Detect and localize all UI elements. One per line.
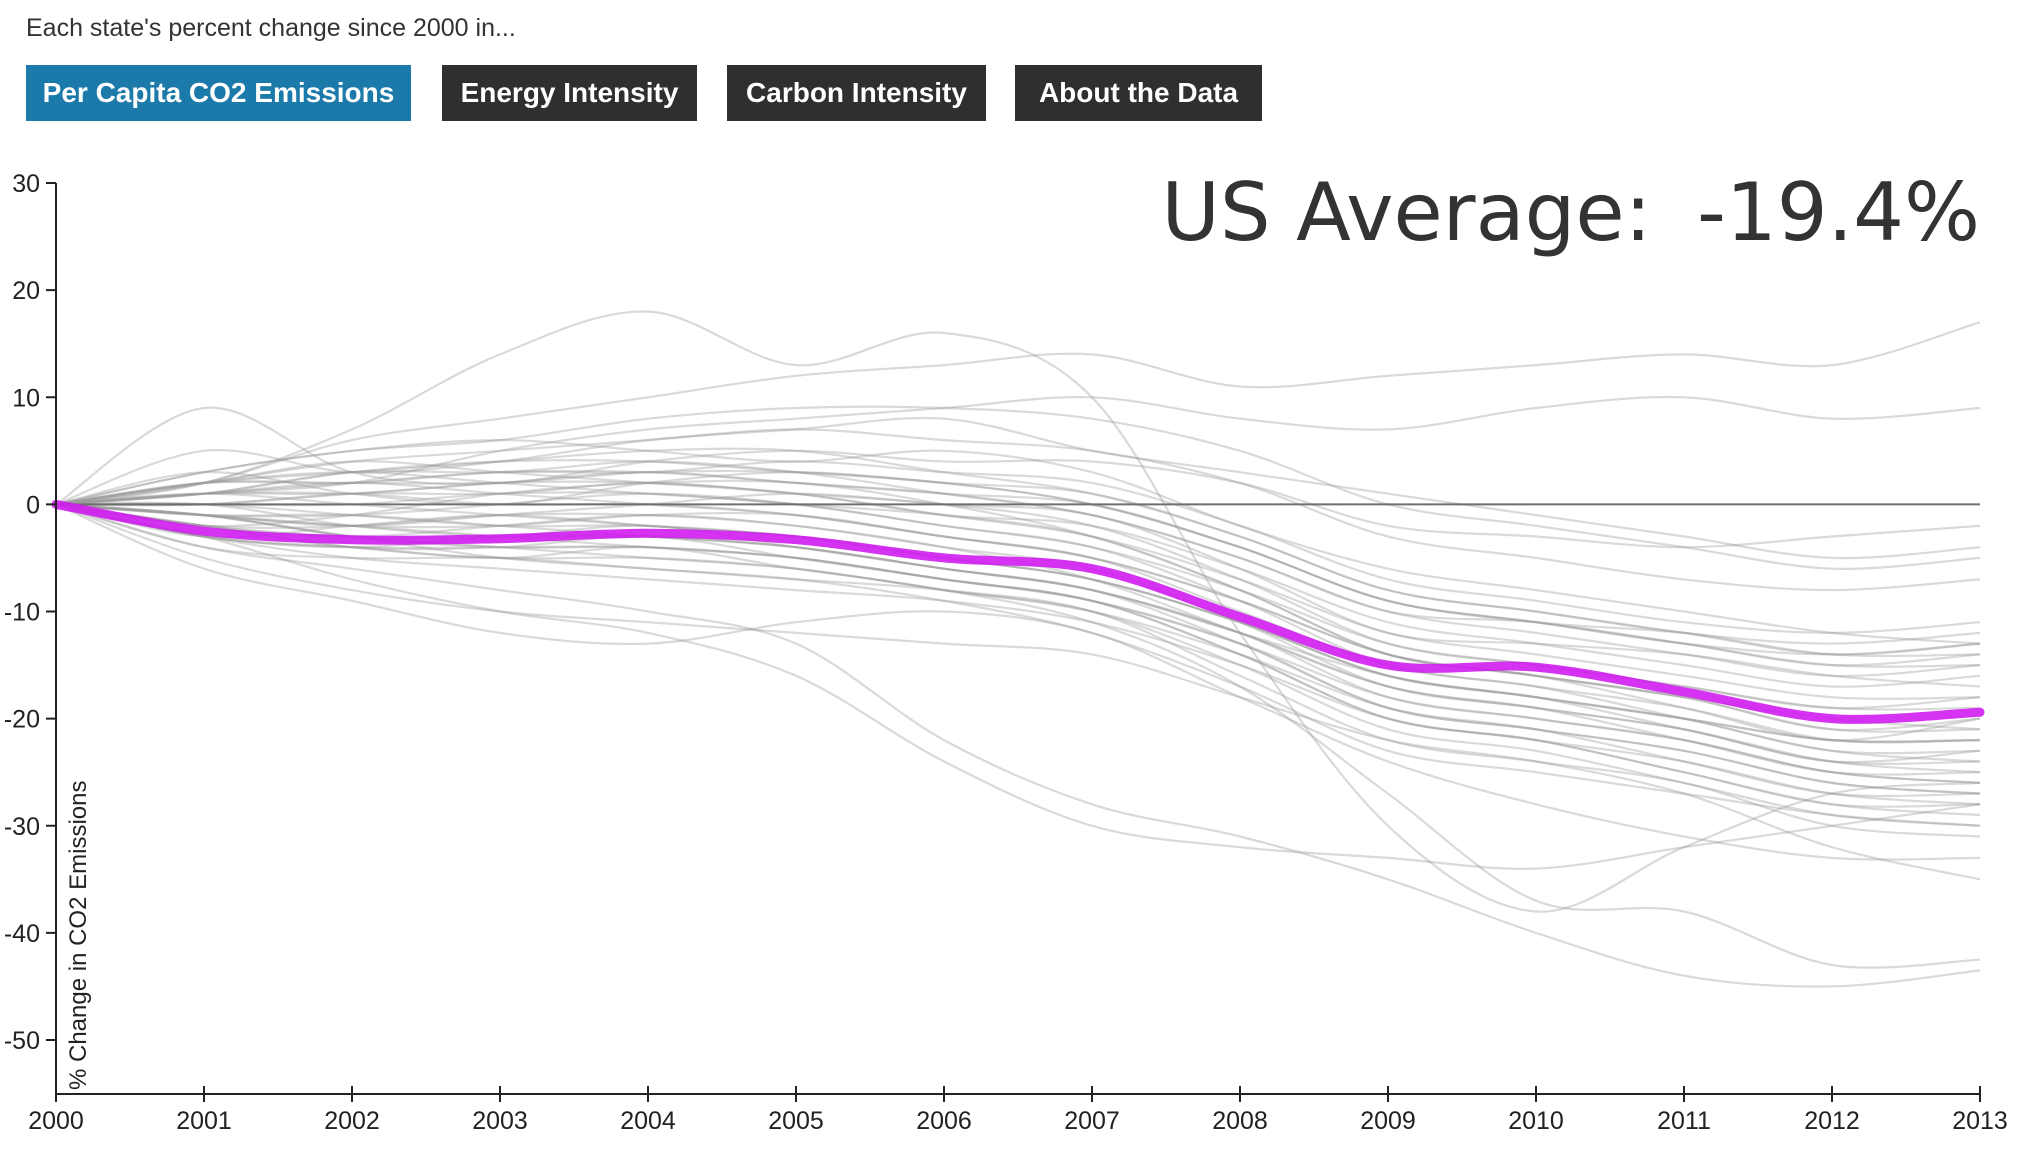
state-line[interactable] [55,503,1981,969]
state-line[interactable] [55,471,1981,710]
y-tick-label: -10 [4,599,40,627]
state-line[interactable] [55,503,1981,827]
state-line[interactable] [55,428,1981,592]
us-average-label: US Average: [1161,166,1651,259]
x-tick-label: 2010 [1508,1107,1564,1135]
state-line[interactable] [55,492,1981,688]
x-tick-label: 2000 [28,1107,84,1135]
x-tick-label: 2009 [1360,1107,1416,1135]
x-tick-label: 2003 [472,1107,528,1135]
tab-energy-intensity[interactable]: Energy Intensity [442,65,697,121]
y-tick-label: 0 [26,491,40,519]
state-line[interactable] [55,321,1981,506]
state-line[interactable] [55,491,1981,732]
state-line[interactable] [55,479,1981,742]
x-tick-label: 2011 [1657,1107,1711,1135]
state-line[interactable] [55,503,1981,806]
state-line[interactable] [55,503,1981,808]
state-line[interactable] [55,503,1981,765]
state-line[interactable] [55,502,1981,743]
state-line[interactable] [55,459,1981,667]
state-line[interactable] [55,406,1981,549]
state-line[interactable] [55,503,1981,861]
state-line[interactable] [55,503,1981,881]
x-axis: 2000 2001 2002 2003 2004 2005 2006 2007 2008 2009… [28,1086,2008,1135]
y-tick-label: -30 [4,813,40,841]
state-line[interactable] [55,503,1981,870]
state-line[interactable] [55,480,1981,688]
x-tick-label: 2005 [768,1107,824,1135]
y-tick-label: -50 [4,1027,40,1055]
x-tick-label: 2008 [1212,1107,1268,1135]
state-line[interactable] [55,416,1981,560]
state-line[interactable] [55,460,1981,635]
state-line[interactable] [55,460,1981,700]
state-line[interactable] [55,310,1981,913]
state-line[interactable] [55,503,1981,755]
x-tick-label: 2002 [324,1107,380,1135]
state-line[interactable] [55,503,1981,838]
x-tick-label: 2007 [1064,1107,1120,1135]
state-line[interactable] [55,503,1981,988]
state-line[interactable] [55,503,1981,795]
tab-carbon-intensity[interactable]: Carbon Intensity [727,65,986,121]
y-tick-label: 10 [12,384,40,412]
us-average-line [51,499,1985,724]
state-line[interactable] [55,469,1981,656]
x-tick-label: 2013 [1952,1107,2008,1135]
state-line[interactable] [55,469,1981,678]
us-average-value: -19.4% [1697,166,1980,259]
state-line[interactable] [55,501,1981,784]
state-line[interactable] [55,481,1981,711]
intro-text: Each state's percent change since 2000 i… [26,14,516,42]
state-line[interactable] [55,492,1981,763]
y-axis-label: % Change in CO2 Emissions [65,781,92,1090]
state-line[interactable] [55,405,1981,570]
x-tick-label: 2004 [620,1107,676,1135]
x-tick-label: 2001 [176,1107,232,1135]
state-line[interactable] [55,503,1981,817]
state-line[interactable] [55,395,1981,506]
state-lines-group [55,310,1981,988]
y-tick-label: -40 [4,920,40,948]
state-line[interactable] [55,481,1981,731]
state-line[interactable] [55,492,1981,743]
state-line[interactable] [55,447,1981,656]
state-line[interactable] [55,471,1981,658]
us-average-annotation: US Average: -19.4% [1161,166,1980,259]
y-tick-label: 20 [12,277,40,305]
x-tick-label: 2006 [916,1107,972,1135]
state-line[interactable] [55,503,1981,827]
tab-per-capita-co2-emissions[interactable]: Per Capita CO2 Emissions [26,65,411,121]
y-tick-label: -20 [4,706,40,734]
state-line[interactable] [55,503,1981,784]
state-line[interactable] [55,503,1981,744]
y-axis: 30 20 10 0 -10 -20 -30 -40 -50 [4,170,57,1094]
y-tick-label: 30 [12,170,40,198]
x-tick-label: 2012 [1804,1107,1860,1135]
tab-about-the-data[interactable]: About the Data [1015,65,1262,121]
state-line[interactable] [55,438,1981,645]
state-line[interactable] [55,471,1981,645]
state-line[interactable] [55,460,1981,668]
